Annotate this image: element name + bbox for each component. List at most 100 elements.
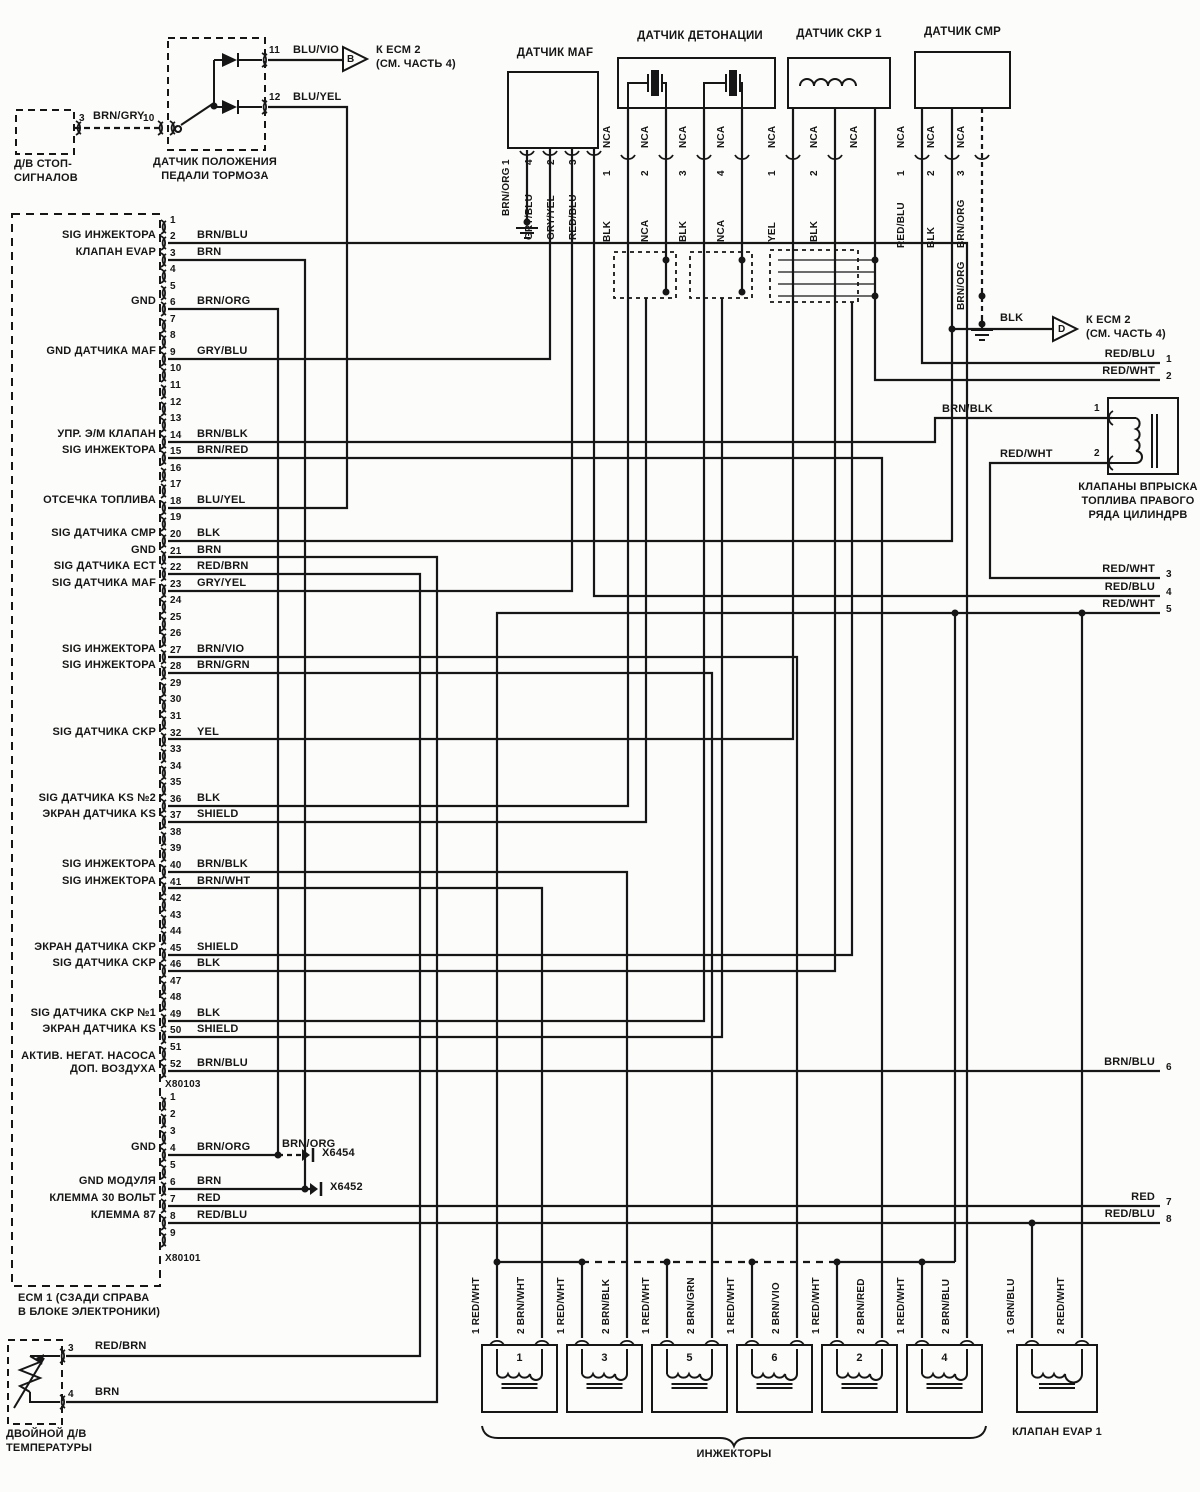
pin-socket-icon [60,1395,66,1409]
pin-socket-icon [160,1113,167,1129]
pin-socket-icon [157,120,164,136]
wire-color-label: BLK [197,1007,221,1019]
knock-sensor-title: ДАТЧИК ДЕТОНАЦИИ [637,30,763,42]
component-box [15,109,75,155]
pin-socket-icon [161,1030,167,1044]
offpage-ref-label: К ЕСМ 2 [376,44,421,56]
junction-dot [738,256,746,264]
inductor-icon [799,78,857,87]
rotated-wire-label: 1 [767,170,778,176]
pin-socket-icon [160,1232,167,1248]
offpage-connector-letter: B [347,54,355,65]
wire-color-label: RED/BLU [1104,348,1155,360]
wire-color-label: BRN/WHT [197,875,251,887]
wire-color-label: BRN/RED [197,444,249,456]
pin-number: 36 [170,794,182,805]
junction-dot [493,1258,501,1266]
pin-number: 31 [170,711,182,722]
pin-socket-icon [161,749,167,763]
wire-color-label: RED/WHT [1000,448,1053,460]
pin-number: 5 [170,281,176,292]
pin-socket-icon [161,1014,167,1028]
rotated-wire-label: 1 GRN/BLU [1006,1278,1017,1334]
coil-icon [1031,1371,1083,1384]
pin-socket-icon [161,1233,167,1247]
pin-socket-icon [160,1215,167,1231]
pin-socket-icon [160,847,167,863]
wire [168,298,648,824]
pin-socket-icon [574,1339,590,1346]
wire-color-label: BRN [95,1386,120,1398]
pin-socket-icon [161,1182,167,1196]
pin-number: 18 [170,496,182,507]
pin-socket-icon [160,318,167,334]
pin-socket-icon [160,301,167,317]
ground-connector-id: X6454 [322,1147,355,1159]
pin-socket-icon [161,865,167,879]
pin-function-label: SIG ДАТЧИКА CMP [51,527,156,539]
wire [168,870,629,1338]
injector-number: 4 [941,1352,948,1364]
junction-dot [871,256,879,264]
pin-number: 17 [170,479,182,490]
pin-socket-icon [161,1097,167,1111]
wire [168,108,706,1023]
pin-socket-icon [785,154,801,161]
pin-socket-icon [161,733,167,747]
wire-color-label: BLK [197,792,221,804]
rotated-wire-label: NCA [640,219,651,242]
pin-socket-icon [60,1349,66,1363]
junction-dot [578,1258,586,1266]
junction-dot [738,288,746,296]
coil-icon [836,1371,883,1381]
component-box [617,57,776,109]
pin-function-label: SIG ДАТЧИКА ECT [53,560,156,572]
junction-dot [662,288,670,296]
pin-socket-icon [161,1064,167,1078]
pin-socket-icon [76,121,82,135]
component-box [787,57,891,109]
pin-function-label: ДОП. ВОЗДУХА [69,1063,156,1075]
connector-id: X80101 [165,1253,201,1264]
junction-dot [833,1258,841,1266]
junction-dot [918,1258,926,1266]
pin-socket-icon [161,666,167,680]
rotated-wire-label: GRY/YEL [546,195,557,240]
wire [168,241,969,1338]
rotated-wire-label: GRY/BLU [524,193,535,240]
junction-dot [210,102,218,110]
wire [174,125,183,133]
pin-number: 1 [1094,403,1100,414]
pin-function-label: SIG ДАТЧИКА KS №2 [38,792,156,804]
pin-function-label: GND [130,295,156,307]
rotated-wire-label: NCA [926,125,937,148]
wire [627,82,648,108]
pin-socket-icon [161,948,167,962]
rotated-wire-label: NCA [956,125,967,148]
pin-number: 11 [269,45,280,56]
pin-number: 41 [170,877,182,888]
pin-socket-icon [160,467,167,483]
pin-number: 9 [170,1228,176,1239]
pin-socket-icon [620,154,636,161]
pin-number: 3 [79,113,85,124]
ckp-sensor-title: ДАТЧИК CKP 1 [796,28,882,40]
pin-number: 2 [170,231,176,242]
pin-number: 23 [170,579,182,590]
pin-socket-icon [160,996,167,1012]
wire-color-label: RED/BLU [1104,581,1155,593]
ground-connector-icon [302,1149,310,1161]
pin-socket-icon [161,551,167,565]
pin-socket-icon [160,798,167,814]
coil-icon [1133,417,1143,464]
pin-socket-icon [160,1181,167,1197]
pin-socket-icon [160,401,167,417]
pin-socket-icon [160,285,167,301]
coil-icon [496,1371,543,1381]
pin-socket-icon [161,882,167,896]
pin-function-label: SIG ИНЖЕКТОРА [61,643,156,655]
brake-sensor-label: ДАТЧИК ПОЛОЖЕНИЯ [153,156,277,168]
pin-function-label: SIG ДАТЧИКА CKP [52,957,156,969]
pin-number: 6 [170,1177,176,1188]
wire-color-label: GRY/BLU [197,345,248,357]
